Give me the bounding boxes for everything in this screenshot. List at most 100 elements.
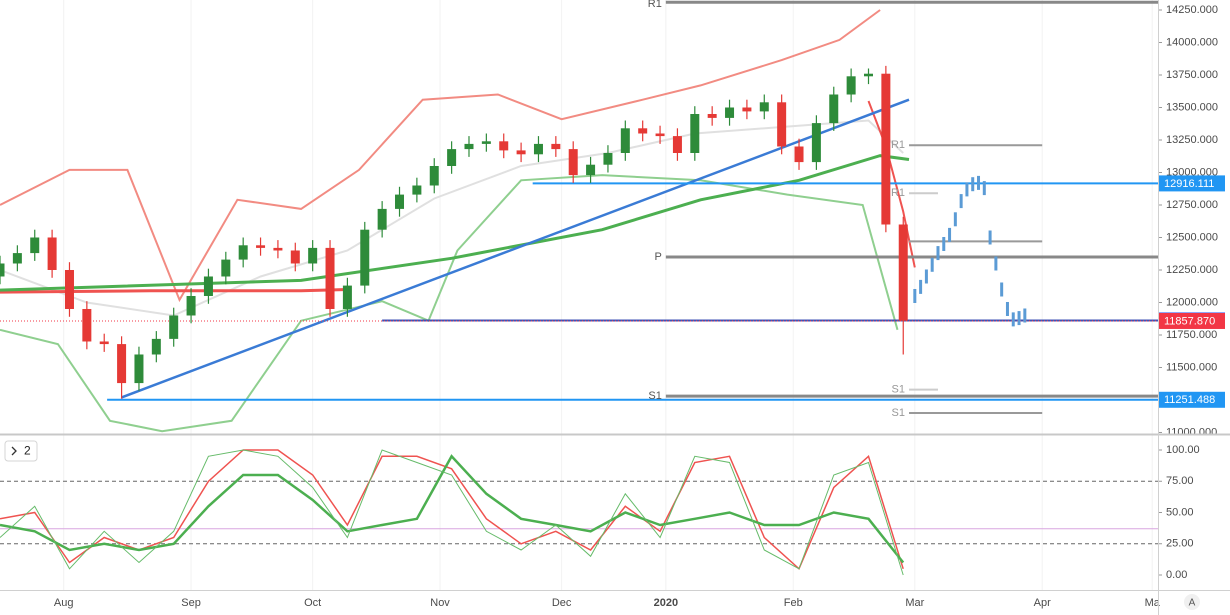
candle-body bbox=[464, 143, 474, 150]
candle-body bbox=[447, 149, 457, 166]
projection-mark bbox=[971, 177, 975, 192]
overlay-line bbox=[867, 100, 916, 268]
candle-body bbox=[725, 107, 735, 118]
level-label: S1 bbox=[892, 407, 905, 419]
candle-body bbox=[707, 114, 717, 118]
candle-body bbox=[238, 245, 248, 260]
candle-body bbox=[47, 237, 57, 270]
button-label[interactable]: A bbox=[1189, 598, 1196, 609]
candle-body bbox=[117, 344, 127, 384]
level-label: R1 bbox=[891, 187, 905, 199]
candle-body bbox=[586, 164, 596, 176]
price-tag-label: 11857.870 bbox=[1164, 315, 1215, 327]
button-bg[interactable] bbox=[1184, 594, 1200, 610]
projection-mark bbox=[1005, 301, 1009, 316]
overlay-line bbox=[121, 98, 910, 399]
candle-body bbox=[603, 152, 613, 165]
x-tick-label: Sep bbox=[181, 597, 201, 609]
candle-body bbox=[638, 128, 648, 134]
y-tick-label: 100.00 bbox=[1166, 444, 1200, 456]
candle-body bbox=[134, 354, 144, 384]
projection-mark bbox=[953, 212, 957, 227]
candle-body bbox=[551, 143, 561, 150]
axes: Aug Sep Oct Nov Dec 2020 Feb Mar Apr Ma 11000.000 1… bbox=[54, 0, 1225, 609]
candle-body bbox=[0, 263, 5, 277]
candle-body bbox=[342, 285, 352, 309]
price-tag bbox=[1159, 175, 1225, 192]
projection-mark bbox=[982, 181, 986, 196]
candle-body bbox=[777, 102, 787, 147]
overlay-line bbox=[0, 9, 881, 303]
candle-body bbox=[12, 253, 22, 264]
price-tag-label: 11251.488 bbox=[1164, 394, 1215, 406]
candle-body bbox=[412, 185, 422, 195]
y-tick-label: 12250.000 bbox=[1166, 264, 1218, 276]
candle-body bbox=[169, 315, 179, 339]
y-tick-label: 50.00 bbox=[1166, 506, 1194, 518]
candle-body bbox=[377, 208, 387, 230]
projection-mark bbox=[1017, 311, 1021, 326]
y-tick-label: 12750.000 bbox=[1166, 199, 1218, 211]
x-tick-label: Ma bbox=[1145, 597, 1161, 609]
y-tick-label: 75.00 bbox=[1166, 475, 1194, 487]
candle-body bbox=[151, 338, 161, 355]
projection-mark bbox=[1000, 282, 1004, 297]
projection-mark bbox=[919, 279, 923, 294]
x-tick-label: Dec bbox=[552, 597, 572, 609]
overlay-line bbox=[0, 288, 348, 294]
candle-body bbox=[690, 114, 700, 153]
auto-scale-button[interactable]: A bbox=[1184, 594, 1200, 610]
x-tick-label: Aug bbox=[54, 597, 74, 609]
candle-body bbox=[481, 141, 491, 144]
candle-body bbox=[221, 259, 231, 277]
level-label: R1 bbox=[648, 0, 662, 10]
price-pane bbox=[0, 0, 1158, 433]
price-tag bbox=[1159, 312, 1225, 329]
candle-body bbox=[395, 194, 405, 209]
projection-mark bbox=[994, 256, 998, 271]
candle-body bbox=[429, 165, 439, 186]
candle-body bbox=[516, 150, 526, 155]
price-tag-label: 12916.111 bbox=[1164, 178, 1214, 190]
oscillator-line bbox=[0, 449, 904, 576]
y-tick-label: 12000.000 bbox=[1166, 296, 1218, 308]
candle-body bbox=[203, 276, 213, 296]
candle-body bbox=[568, 149, 578, 176]
candle-body bbox=[759, 102, 769, 112]
projection-mark bbox=[959, 194, 963, 209]
x-tick-label: Mar bbox=[905, 597, 924, 609]
level-label: P bbox=[655, 251, 662, 263]
candle-body bbox=[308, 247, 318, 264]
candle-body bbox=[360, 229, 370, 286]
candle-body bbox=[829, 94, 839, 124]
pane-label: 2 bbox=[24, 444, 31, 458]
oscillator-line bbox=[0, 449, 904, 571]
y-tick-label: 25.00 bbox=[1166, 538, 1194, 550]
pane-header[interactable]: 2 bbox=[4, 440, 38, 462]
projection-mark bbox=[913, 288, 917, 303]
y-tick-label: 14250.000 bbox=[1166, 4, 1218, 16]
y-tick-label: 0.00 bbox=[1166, 569, 1187, 581]
candle-body bbox=[82, 308, 92, 342]
candle-body bbox=[881, 73, 891, 225]
pane-toggle[interactable] bbox=[4, 440, 38, 462]
y-tick-label: 13500.000 bbox=[1166, 101, 1218, 113]
candle-body bbox=[672, 136, 682, 153]
x-tick-label: Feb bbox=[784, 597, 803, 609]
candle-body bbox=[898, 224, 908, 321]
candle-body bbox=[325, 247, 335, 309]
candle-body bbox=[742, 107, 752, 112]
projection-mark bbox=[965, 182, 969, 197]
projection-mark bbox=[924, 269, 928, 284]
projection-mark bbox=[1023, 308, 1027, 323]
candle-body bbox=[864, 73, 873, 77]
projection-mark bbox=[988, 230, 992, 245]
y-tick-label: 11500.000 bbox=[1166, 361, 1217, 373]
candle-body bbox=[811, 123, 821, 163]
y-tick-label: 13750.000 bbox=[1166, 69, 1218, 81]
oscillator-pane bbox=[0, 449, 1158, 576]
y-tick-label: 14000.000 bbox=[1166, 36, 1218, 48]
candle-body bbox=[186, 295, 196, 316]
projection-mark bbox=[977, 175, 981, 190]
